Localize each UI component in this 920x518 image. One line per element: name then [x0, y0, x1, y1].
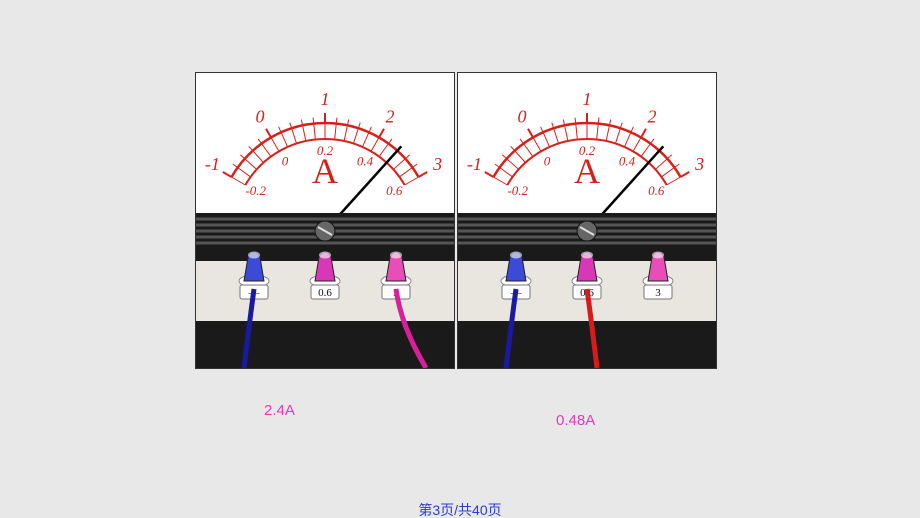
svg-text:0.4: 0.4 [357, 154, 374, 169]
svg-text:0: 0 [282, 154, 289, 169]
unit-label: A [312, 151, 338, 191]
svg-text:-1: -1 [467, 154, 482, 174]
ammeter-right: -10123-0.200.20.40.6A—0.63 [457, 72, 717, 369]
svg-text:-1: -1 [205, 154, 220, 174]
svg-text:1: 1 [583, 89, 592, 109]
svg-text:0: 0 [256, 106, 265, 126]
svg-text:1: 1 [321, 89, 330, 109]
ammeter-face: -10123-0.200.20.40.6A—0.63 [458, 73, 716, 368]
svg-text:0.6: 0.6 [318, 287, 332, 299]
slide-stage: -10123-0.200.20.40.6A—0.63 -10123-0.200.… [0, 0, 920, 518]
svg-text:2: 2 [386, 106, 395, 126]
ammeter-left: -10123-0.200.20.40.6A—0.63 [195, 72, 455, 369]
reading-left: 2.4A [264, 402, 295, 419]
ammeter-row: -10123-0.200.20.40.6A—0.63 -10123-0.200.… [195, 72, 717, 369]
svg-text:3: 3 [432, 154, 442, 174]
svg-text:2: 2 [648, 106, 657, 126]
svg-text:0.6: 0.6 [648, 183, 665, 198]
svg-text:-0.2: -0.2 [245, 183, 266, 198]
page-counter: 第3页/共40页 [0, 500, 920, 518]
svg-text:0: 0 [518, 106, 527, 126]
svg-text:0: 0 [544, 154, 551, 169]
svg-text:3: 3 [655, 287, 661, 299]
svg-text:3: 3 [694, 154, 704, 174]
svg-text:-0.2: -0.2 [507, 183, 528, 198]
svg-text:0.4: 0.4 [619, 154, 636, 169]
reading-right: 0.48A [556, 412, 595, 429]
unit-label: A [574, 151, 600, 191]
ammeter-face: -10123-0.200.20.40.6A—0.63 [196, 73, 454, 368]
svg-text:0.6: 0.6 [386, 183, 403, 198]
